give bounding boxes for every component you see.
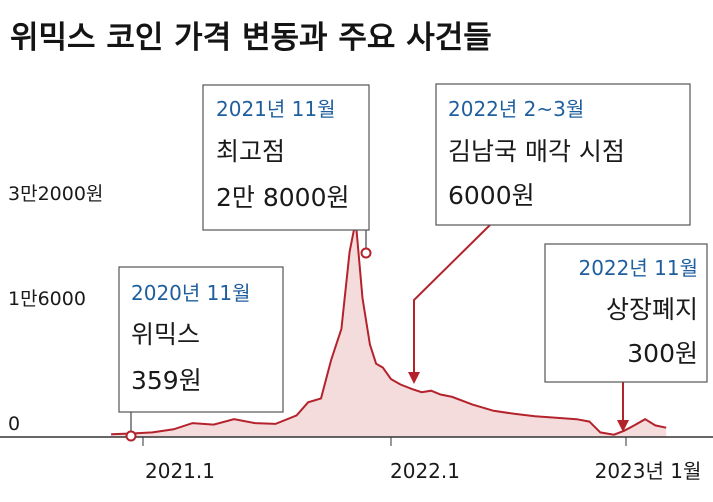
x-tick-label: 2021.1 [145,459,215,483]
annotation-2020-11: 2020년 11월 위믹스 359원 [118,266,284,413]
annotation-date: 2022년 11월 [578,256,698,280]
annotation-text: 상장폐지 [606,295,698,324]
x-tick-label: 2023년 1월 [595,459,702,483]
annotation-value: 359원 [131,366,202,395]
x-tick-label: 2022.1 [390,459,460,483]
annotation-box [435,83,691,226]
y-tick-label: 1만6000 [8,288,86,310]
annotation-value: 2만 8000원 [216,183,349,212]
marker-2021-11 [360,247,372,259]
annotation-text: 김남국 매각 시점 [448,137,625,166]
marker-2020-11 [125,430,137,442]
arrow-head [408,372,420,384]
annotation-text: 최고점 [216,137,285,166]
annotation-2022-11: 2022년 11월 상장폐지 300원 [544,243,708,383]
annotation-text: 위믹스 [131,320,200,349]
chart-title: 위믹스 코인 가격 변동과 주요 사건들 [10,20,492,56]
y-tick-label: 0 [8,413,20,435]
annotation-value: 300원 [627,339,698,368]
leader-arrow [413,224,491,376]
annotation-box [202,84,370,231]
annotation-date: 2022년 2~3월 [448,97,584,121]
annotation-2022-02: 2022년 2~3월 김남국 매각 시점 6000원 [435,83,691,226]
annotation-2021-11: 2021년 11월 최고점 2만 8000원 [202,84,370,231]
arrow-head [617,420,629,432]
annotation-box [118,266,284,413]
price-line [111,220,667,436]
annotation-date: 2020년 11월 [131,281,251,305]
price-area-fill [111,220,667,437]
annotation-value: 6000원 [448,181,535,210]
annotation-box [544,243,708,383]
y-tick-label: 3만2000원 [8,183,103,205]
annotation-date: 2021년 11월 [216,97,336,121]
